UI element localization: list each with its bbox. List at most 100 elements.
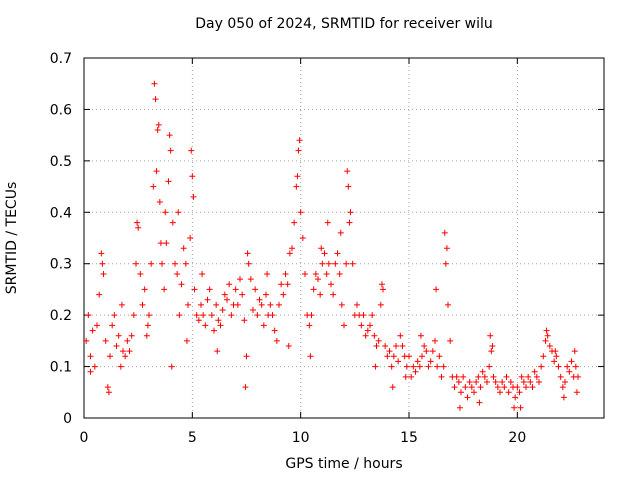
data-point [507, 379, 514, 385]
data-point [214, 348, 221, 355]
data-point [466, 379, 473, 385]
x-tick-label: 5 [188, 430, 197, 446]
data-point [546, 343, 553, 349]
data-point [293, 183, 300, 190]
data-point [85, 312, 92, 319]
data-point [564, 363, 571, 370]
data-point [286, 250, 293, 257]
data-point [531, 368, 538, 375]
data-point [234, 301, 241, 308]
data-point [471, 389, 477, 396]
data-point [497, 389, 503, 396]
chart-title: Day 050 of 2024, SRMTID for receiver wil… [195, 16, 493, 32]
data-point [165, 178, 172, 185]
data-point [202, 322, 209, 329]
data-point [124, 337, 131, 344]
data-point [278, 281, 285, 288]
data-point [402, 373, 409, 380]
data-point [354, 301, 360, 308]
data-point [492, 379, 499, 385]
data-point [347, 209, 354, 216]
data-point [403, 363, 410, 370]
data-point [490, 373, 497, 380]
data-point [512, 394, 519, 401]
data-point [337, 229, 344, 236]
data-point [476, 399, 483, 406]
data-point [111, 312, 118, 319]
data-point [533, 373, 540, 380]
data-point [134, 219, 141, 226]
data-point [372, 363, 379, 370]
data-point [477, 384, 484, 391]
y-tick-label: 0 [63, 411, 72, 427]
data-point [206, 286, 213, 293]
data-point [175, 209, 182, 216]
data-point [99, 260, 106, 267]
data-point [382, 343, 389, 349]
data-point [289, 245, 295, 252]
data-point [87, 353, 94, 360]
y-tick-label: 0.4 [50, 205, 72, 221]
data-point [258, 301, 265, 308]
data-point [87, 368, 94, 375]
data-point [349, 260, 356, 267]
data-point [241, 317, 248, 324]
data-point [107, 353, 113, 360]
data-point [254, 312, 261, 319]
data-point [453, 373, 460, 380]
data-point [397, 332, 404, 339]
data-point [273, 337, 280, 344]
data-point [388, 363, 395, 370]
data-point [377, 301, 384, 308]
data-point [89, 327, 96, 334]
data-point [434, 363, 441, 370]
data-point [464, 394, 471, 401]
data-point [553, 353, 560, 360]
data-point [167, 147, 174, 154]
data-point [176, 312, 183, 319]
data-point [346, 219, 353, 226]
data-point [200, 312, 207, 319]
data-point [416, 363, 423, 370]
data-point [224, 296, 230, 303]
data-point [540, 353, 547, 360]
data-point [256, 296, 263, 303]
data-point [208, 312, 215, 319]
data-point [117, 363, 124, 370]
data-point [315, 276, 321, 283]
data-point [341, 322, 347, 329]
data-point [489, 343, 496, 349]
data-point [456, 404, 463, 411]
data-point [198, 301, 204, 308]
data-point [462, 384, 469, 391]
data-point [536, 379, 542, 385]
data-point [571, 348, 578, 355]
plot-frame [83, 57, 605, 419]
data-point [94, 322, 100, 329]
data-point [282, 271, 289, 277]
data-point [193, 312, 200, 319]
data-point [219, 307, 226, 313]
data-point [83, 337, 90, 344]
data-point [172, 260, 178, 267]
data-point [115, 332, 122, 339]
data-point [280, 291, 287, 298]
y-tick-label: 0.3 [50, 257, 72, 273]
y-tick-label: 0.5 [50, 154, 72, 170]
data-point [195, 317, 202, 324]
data-point [543, 327, 550, 334]
data-point [323, 271, 330, 277]
data-point [260, 322, 267, 329]
data-point [380, 286, 386, 293]
data-point [362, 332, 369, 339]
data-point [443, 245, 450, 252]
data-point [566, 368, 573, 375]
data-point [252, 286, 259, 293]
data-point [245, 260, 252, 267]
data-point [157, 240, 164, 247]
data-point [408, 373, 415, 380]
data-point [239, 291, 246, 298]
data-point [211, 327, 217, 334]
data-point [244, 250, 251, 257]
